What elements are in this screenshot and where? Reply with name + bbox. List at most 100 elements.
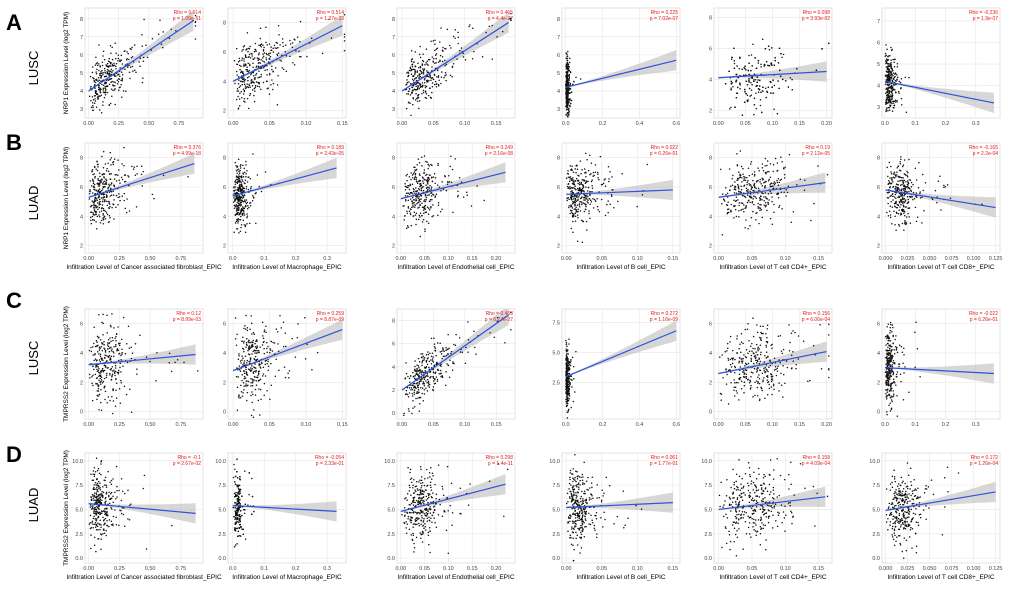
data-point xyxy=(247,176,249,178)
data-point xyxy=(92,173,94,176)
data-point xyxy=(416,71,418,73)
data-point xyxy=(254,48,256,51)
data-point xyxy=(294,356,297,358)
data-point xyxy=(103,209,105,212)
data-point xyxy=(237,177,240,179)
data-point xyxy=(897,212,900,215)
data-point xyxy=(496,36,498,38)
data-point xyxy=(115,57,117,60)
data-point xyxy=(430,375,432,378)
data-point xyxy=(438,79,440,81)
data-point xyxy=(504,342,506,344)
data-point xyxy=(754,79,757,81)
data-point xyxy=(183,361,185,364)
data-point xyxy=(899,170,902,172)
data-point xyxy=(239,370,242,373)
data-point xyxy=(101,321,103,324)
data-point xyxy=(579,78,582,80)
data-point xyxy=(778,181,781,184)
data-point xyxy=(247,62,249,65)
data-point xyxy=(99,89,101,92)
data-point xyxy=(909,222,912,224)
data-point xyxy=(114,364,117,367)
data-point xyxy=(93,219,96,222)
data-point xyxy=(96,394,98,397)
data-point xyxy=(103,183,105,185)
data-point xyxy=(118,89,120,91)
data-point xyxy=(911,195,914,198)
data-point xyxy=(575,177,578,180)
data-point xyxy=(112,350,114,353)
data-point xyxy=(431,215,433,218)
data-point xyxy=(92,211,94,214)
data-point xyxy=(425,62,427,64)
data-point xyxy=(405,227,408,230)
data-point xyxy=(241,206,244,208)
data-point xyxy=(610,193,613,196)
y-tick-label: 4 xyxy=(392,365,395,371)
data-point xyxy=(568,180,571,183)
data-point xyxy=(434,80,437,83)
data-point xyxy=(241,77,243,80)
data-point xyxy=(570,196,572,199)
data-point xyxy=(462,196,465,198)
data-point xyxy=(905,186,907,188)
data-point xyxy=(236,228,239,230)
data-point xyxy=(119,182,121,184)
data-point xyxy=(421,378,423,380)
data-point xyxy=(100,345,103,348)
data-point xyxy=(247,204,249,207)
data-point xyxy=(609,203,611,205)
data-point xyxy=(585,186,587,189)
data-point xyxy=(572,213,574,215)
data-point xyxy=(582,220,585,223)
data-point xyxy=(726,208,729,211)
data-point xyxy=(570,194,573,197)
data-point xyxy=(117,342,120,345)
data-point xyxy=(427,64,429,66)
data-point xyxy=(568,205,570,207)
data-point xyxy=(245,372,248,375)
data-point xyxy=(239,230,242,233)
data-point xyxy=(758,88,761,91)
data-point xyxy=(95,210,97,213)
data-point xyxy=(737,190,740,193)
data-point xyxy=(103,176,105,178)
data-point xyxy=(126,361,129,364)
data-point xyxy=(109,178,111,180)
data-point xyxy=(244,199,246,201)
data-point xyxy=(576,187,579,190)
data-point xyxy=(267,369,269,371)
data-point xyxy=(104,351,107,353)
data-point xyxy=(402,205,404,207)
data-point xyxy=(892,84,895,86)
data-point xyxy=(119,402,122,405)
data-point xyxy=(115,332,118,335)
data-point xyxy=(109,173,111,175)
data-point xyxy=(741,114,744,116)
data-point xyxy=(886,107,888,109)
data-point xyxy=(776,169,779,172)
regression-line xyxy=(232,25,343,82)
data-point xyxy=(270,340,272,343)
data-point xyxy=(131,65,134,68)
data-point xyxy=(746,100,749,103)
data-point xyxy=(330,37,333,39)
data-point xyxy=(405,372,408,375)
data-point xyxy=(891,192,894,195)
data-point xyxy=(113,81,115,83)
data-point xyxy=(92,98,95,101)
data-point xyxy=(418,74,421,77)
data-point xyxy=(577,199,579,202)
data-point xyxy=(249,358,252,361)
data-point xyxy=(589,191,591,193)
y-tick-label: 8 xyxy=(557,17,560,23)
data-point xyxy=(921,222,923,224)
data-point xyxy=(310,37,313,40)
data-point xyxy=(416,364,418,366)
data-point xyxy=(114,405,117,407)
data-point xyxy=(239,165,242,167)
confidence-band xyxy=(566,179,673,201)
regression-line xyxy=(88,162,195,198)
data-point xyxy=(901,104,903,106)
